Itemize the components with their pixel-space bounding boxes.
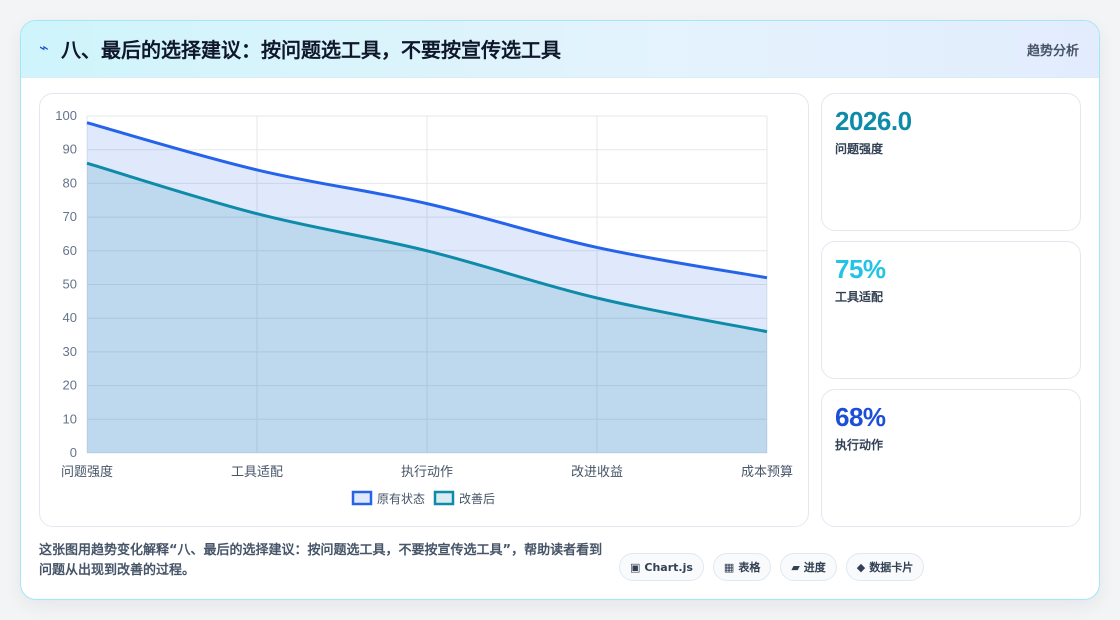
- area-chart: 0 10 20 30 40 50 60 70 80 90 100 问题强度 工具适配 执行动作 改进收益 成本…: [55, 108, 793, 506]
- bolt-icon: ⌁: [39, 38, 49, 57]
- section-tag: 趋势分析: [1026, 44, 1079, 59]
- stat-label-2: 工具适配: [835, 290, 884, 304]
- y-tick-label: 0: [70, 445, 77, 460]
- x-tick-label: 工具适配: [231, 465, 283, 480]
- stat-value-3: 68%: [835, 402, 886, 432]
- y-tick-label: 60: [63, 243, 77, 258]
- stat-label-1: 问题强度: [835, 142, 884, 156]
- stat-card-3: 68% 执行动作: [821, 389, 1081, 527]
- stat-value-2: 75%: [835, 254, 886, 284]
- series-line-2: [86, 161, 768, 334]
- legend-swatch: [351, 490, 373, 506]
- progress-icon: ▰: [791, 560, 800, 574]
- legend-label: 原有状态: [377, 492, 425, 506]
- y-tick-label: 100: [55, 108, 77, 123]
- header-bar: ⌁ 八、最后的选择建议：按问题选工具，不要按宣传选工具 趋势分析: [21, 21, 1099, 78]
- y-tick-label: 40: [63, 310, 77, 325]
- pill-label: Chart.js: [644, 560, 693, 574]
- y-tick-label: 30: [63, 344, 77, 359]
- series-area-2: [87, 163, 767, 453]
- pill-label: 数据卡片: [869, 561, 914, 574]
- chart-description: 这张图用趋势变化解释“八、最后的选择建议：按问题选工具，不要按宣传选工具”，帮助…: [39, 543, 603, 578]
- table-icon: ▦: [723, 560, 735, 574]
- x-tick-label: 成本预算: [741, 465, 793, 480]
- diamond-icon: ◆: [856, 560, 866, 574]
- x-tick-label: 执行动作: [401, 465, 453, 480]
- x-tick-label: 改进收益: [571, 465, 623, 480]
- y-tick-label: 20: [63, 378, 77, 393]
- chart-panel: 0 10 20 30 40 50 60 70 80 90 100 问题强度 工具适配 执行动作 改进收益 成本…: [39, 93, 809, 527]
- series-area-1: [87, 122, 767, 454]
- pill-label: 进度: [803, 561, 826, 574]
- x-tick-label: 问题强度: [61, 464, 113, 480]
- pill-chartjs[interactable]: ▣ Chart.js: [619, 553, 704, 581]
- chart-icon: ▣: [630, 560, 641, 574]
- main-card: ⌁ 八、最后的选择建议：按问题选工具，不要按宣传选工具 趋势分析 0 10 20 30…: [20, 20, 1100, 600]
- pill-table[interactable]: ▦ 表格: [712, 553, 772, 581]
- y-tick-label: 80: [63, 175, 77, 190]
- stat-card-2: 75% 工具适配: [821, 241, 1081, 379]
- y-tick-label: 50: [63, 277, 77, 292]
- series-line-1: [86, 121, 768, 280]
- pill-progress[interactable]: ▰ 进度: [780, 553, 837, 581]
- y-tick-label: 10: [63, 411, 77, 426]
- stat-label-3: 执行动作: [835, 438, 884, 452]
- stat-card-1: 2026.0 问题强度: [821, 93, 1081, 231]
- legend-swatch: [433, 490, 455, 506]
- y-tick-label: 70: [63, 209, 77, 224]
- stat-value-1: 2026.0: [835, 106, 912, 136]
- page-title: 八、最后的选择建议：按问题选工具，不要按宣传选工具: [61, 38, 561, 62]
- pill-label: 表格: [738, 561, 761, 574]
- y-tick-label: 90: [63, 142, 77, 157]
- pill-data-card[interactable]: ◆ 数据卡片: [845, 553, 925, 581]
- legend-label: 改善后: [459, 491, 495, 506]
- feature-pills: ▣ Chart.js ▦ 表格 ▰ 进度 ◆ 数据卡片: [619, 553, 925, 581]
